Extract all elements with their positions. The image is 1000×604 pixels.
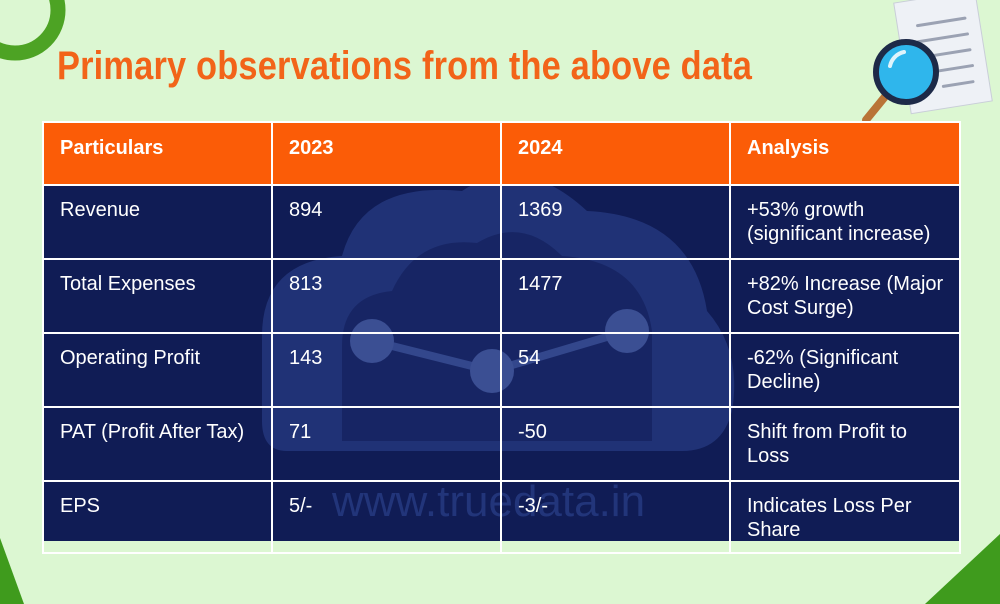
table-header-row: Particulars 2023 2024 Analysis (42, 121, 961, 186)
cell-analysis: Shift from Profit to Loss (729, 406, 961, 482)
table-row-revenue: Revenue 894 1369 +53% growth (significan… (42, 184, 961, 260)
cell-2024: -50 (500, 406, 731, 482)
ring-decoration (0, 0, 66, 61)
cell-particular: EPS (42, 480, 273, 554)
header-2023: 2023 (271, 121, 502, 186)
cell-particular: Total Expenses (42, 258, 273, 334)
header-analysis: Analysis (729, 121, 961, 186)
cell-2023: 143 (271, 332, 502, 408)
cell-particular: PAT (Profit After Tax) (42, 406, 273, 482)
cell-analysis: Indicates Loss Per Share (729, 480, 961, 554)
cell-analysis: -62% (Significant Decline) (729, 332, 961, 408)
magnifier-icon (862, 39, 939, 124)
cell-2024: 1369 (500, 184, 731, 260)
table-row-operating-profit: Operating Profit 143 54 -62% (Significan… (42, 332, 961, 408)
cell-particular: Revenue (42, 184, 273, 260)
cell-2024: 1477 (500, 258, 731, 334)
document-magnifier-illustration (862, 0, 993, 124)
cell-2023: 5/- (271, 480, 502, 554)
corner-triangle-right (925, 534, 1000, 604)
corner-triangle-left (0, 538, 24, 604)
cell-2023: 71 (271, 406, 502, 482)
page-title: Primary observations from the above data (57, 44, 753, 88)
cell-2024: -3/- (500, 480, 731, 554)
cell-2023: 894 (271, 184, 502, 260)
header-2024: 2024 (500, 121, 731, 186)
cell-2024: 54 (500, 332, 731, 408)
data-table-container: www.truedata.in Particulars 2023 2024 An… (42, 121, 961, 554)
header-particulars: Particulars (42, 121, 273, 186)
cell-analysis: +82% Increase (Major Cost Surge) (729, 258, 961, 334)
cell-particular: Operating Profit (42, 332, 273, 408)
table-row-total-expenses: Total Expenses 813 1477 +82% Increase (M… (42, 258, 961, 334)
financial-table: Particulars 2023 2024 Analysis Revenue 8… (42, 121, 961, 554)
table-row-pat: PAT (Profit After Tax) 71 -50 Shift from… (42, 406, 961, 482)
cell-analysis: +53% growth (significant increase) (729, 184, 961, 260)
table-row-eps: EPS 5/- -3/- Indicates Loss Per Share (42, 480, 961, 554)
cell-2023: 813 (271, 258, 502, 334)
